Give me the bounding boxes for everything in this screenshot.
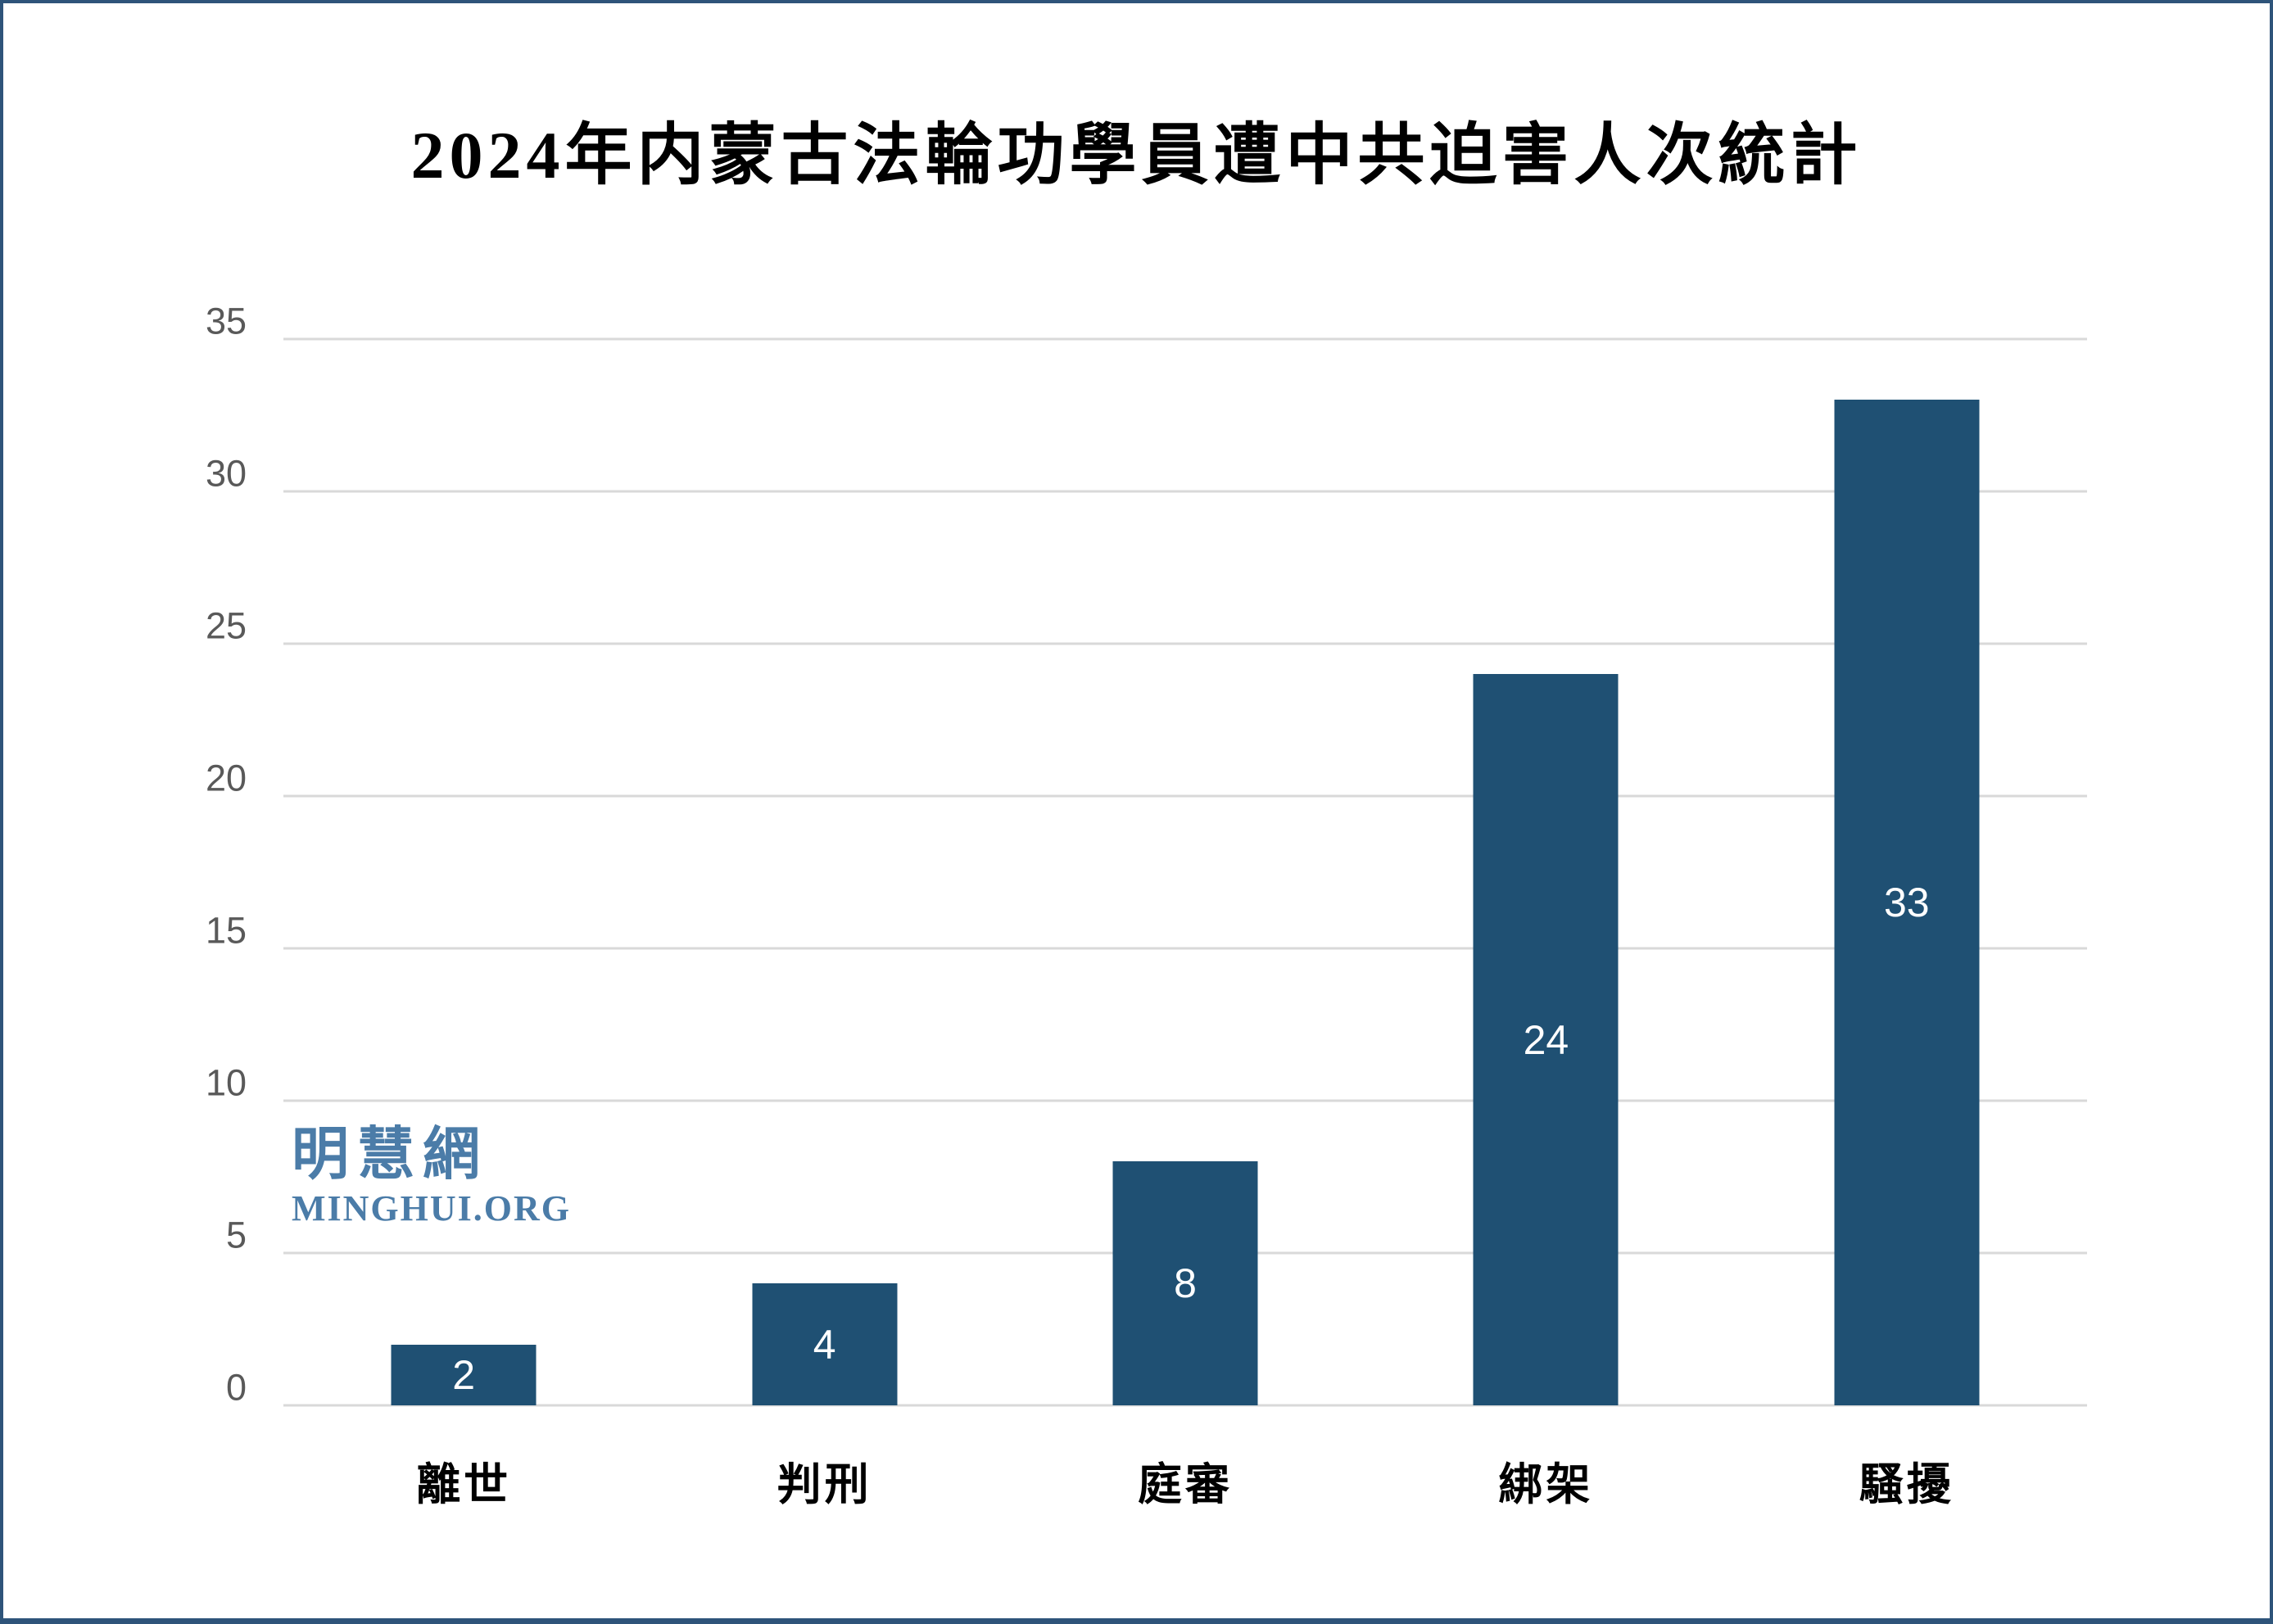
- bar: 4: [752, 1283, 898, 1405]
- y-tick-label: 5: [225, 1214, 247, 1255]
- y-tick-label: 20: [205, 757, 247, 798]
- chart-title: 2024年内蒙古法輪功學員遭中共迫害人次統計: [410, 118, 1863, 192]
- y-tick-label: 15: [205, 909, 247, 951]
- bar-value-label: 4: [813, 1321, 836, 1368]
- category-label: 判刑: [777, 1460, 872, 1509]
- gridline: [283, 947, 2087, 950]
- gridline: [283, 794, 2087, 798]
- y-tick-label: 35: [205, 300, 247, 342]
- y-tick-label: 30: [205, 452, 247, 494]
- bar-value-label: 24: [1523, 1016, 1569, 1063]
- gridline: [283, 642, 2087, 645]
- gridline: [283, 1404, 2087, 1407]
- minghui-watermark: 明慧網 MINGHUI.ORG: [292, 1127, 571, 1227]
- category-label: 騷擾: [1859, 1460, 1954, 1509]
- y-tick-label: 10: [205, 1061, 247, 1103]
- minghui-logo-cn: 明慧網: [292, 1124, 488, 1187]
- bar: 8: [1112, 1161, 1258, 1405]
- category-label: 離世: [416, 1460, 512, 1509]
- y-tick-label: 0: [225, 1366, 247, 1408]
- y-tick-label: 25: [205, 604, 247, 646]
- bar-value-label: 2: [452, 1351, 476, 1398]
- gridline: [283, 1099, 2087, 1102]
- minghui-logo-en: MINGHUI.ORG: [292, 1188, 571, 1228]
- bar: 24: [1473, 674, 1619, 1405]
- plot-area: 0 5 10 15 20 25 30 35 2 離世 4 判刑 8 庭審 24 綁架 33 騷擾: [206, 302, 2087, 1509]
- bar-value-label: 8: [1174, 1260, 1197, 1307]
- gridline: [283, 490, 2087, 493]
- gridline: [283, 337, 2087, 341]
- bar-value-label: 33: [1883, 880, 1930, 926]
- category-label: 綁架: [1498, 1460, 1594, 1509]
- category-label: 庭審: [1138, 1460, 1233, 1509]
- bar: 33: [1834, 400, 1980, 1405]
- bar: 2: [391, 1344, 537, 1405]
